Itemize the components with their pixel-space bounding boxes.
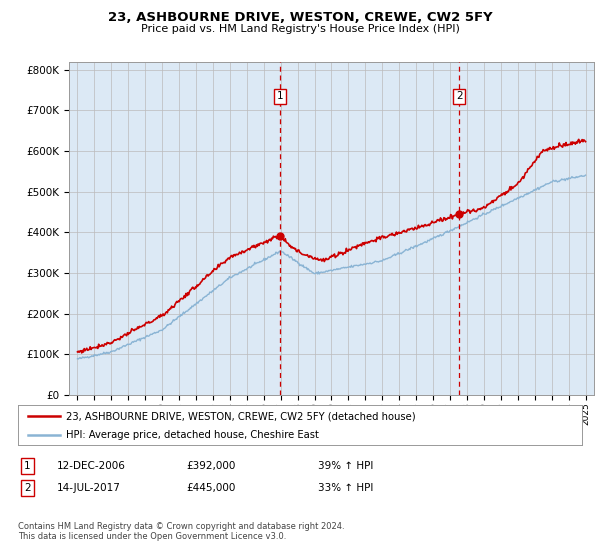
Text: 2: 2	[24, 483, 31, 493]
Text: 23, ASHBOURNE DRIVE, WESTON, CREWE, CW2 5FY: 23, ASHBOURNE DRIVE, WESTON, CREWE, CW2 …	[107, 11, 493, 24]
Text: 1: 1	[24, 461, 31, 471]
Text: £445,000: £445,000	[186, 483, 235, 493]
Text: 1: 1	[277, 91, 283, 101]
Text: 33% ↑ HPI: 33% ↑ HPI	[318, 483, 373, 493]
Text: 39% ↑ HPI: 39% ↑ HPI	[318, 461, 373, 471]
Text: 12-DEC-2006: 12-DEC-2006	[57, 461, 126, 471]
Text: Price paid vs. HM Land Registry's House Price Index (HPI): Price paid vs. HM Land Registry's House …	[140, 24, 460, 34]
Text: £392,000: £392,000	[186, 461, 235, 471]
Text: HPI: Average price, detached house, Cheshire East: HPI: Average price, detached house, Ches…	[66, 430, 319, 440]
Text: 23, ASHBOURNE DRIVE, WESTON, CREWE, CW2 5FY (detached house): 23, ASHBOURNE DRIVE, WESTON, CREWE, CW2 …	[66, 411, 416, 421]
Text: 2: 2	[456, 91, 463, 101]
Text: 14-JUL-2017: 14-JUL-2017	[57, 483, 121, 493]
Text: Contains HM Land Registry data © Crown copyright and database right 2024.
This d: Contains HM Land Registry data © Crown c…	[18, 522, 344, 542]
